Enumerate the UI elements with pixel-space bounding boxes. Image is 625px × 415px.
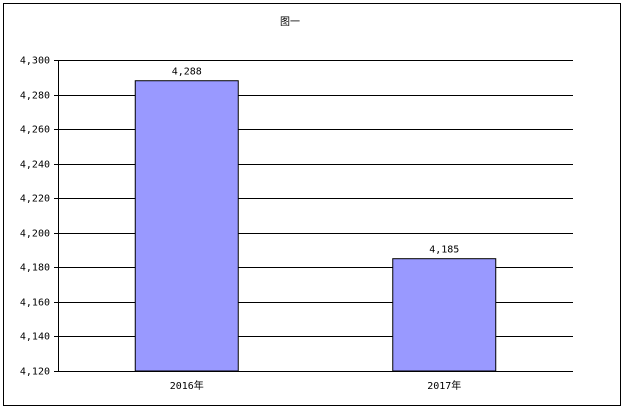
y-tick-label: 4,200 [20,229,50,240]
y-tick-label: 4,240 [20,160,50,171]
chart-border [3,3,621,406]
chart-title: 图一 [280,16,300,28]
data-label: 4,185 [429,245,459,256]
y-tick-label: 4,220 [20,194,50,205]
y-tick-label: 4,280 [20,91,50,102]
y-tick-label: 4,140 [20,332,50,343]
y-tick-label: 4,160 [20,298,50,309]
bar [134,80,239,372]
y-tick-label: 4,260 [20,125,50,136]
data-label: 4,288 [172,67,202,78]
y-tick-label: 4,120 [20,367,50,378]
y-tick-label: 4,300 [20,56,50,67]
bar [392,258,497,372]
x-tick-label: 2016年 [170,379,204,392]
x-tick-label: 2017年 [427,379,461,392]
y-tick-label: 4,180 [20,263,50,274]
